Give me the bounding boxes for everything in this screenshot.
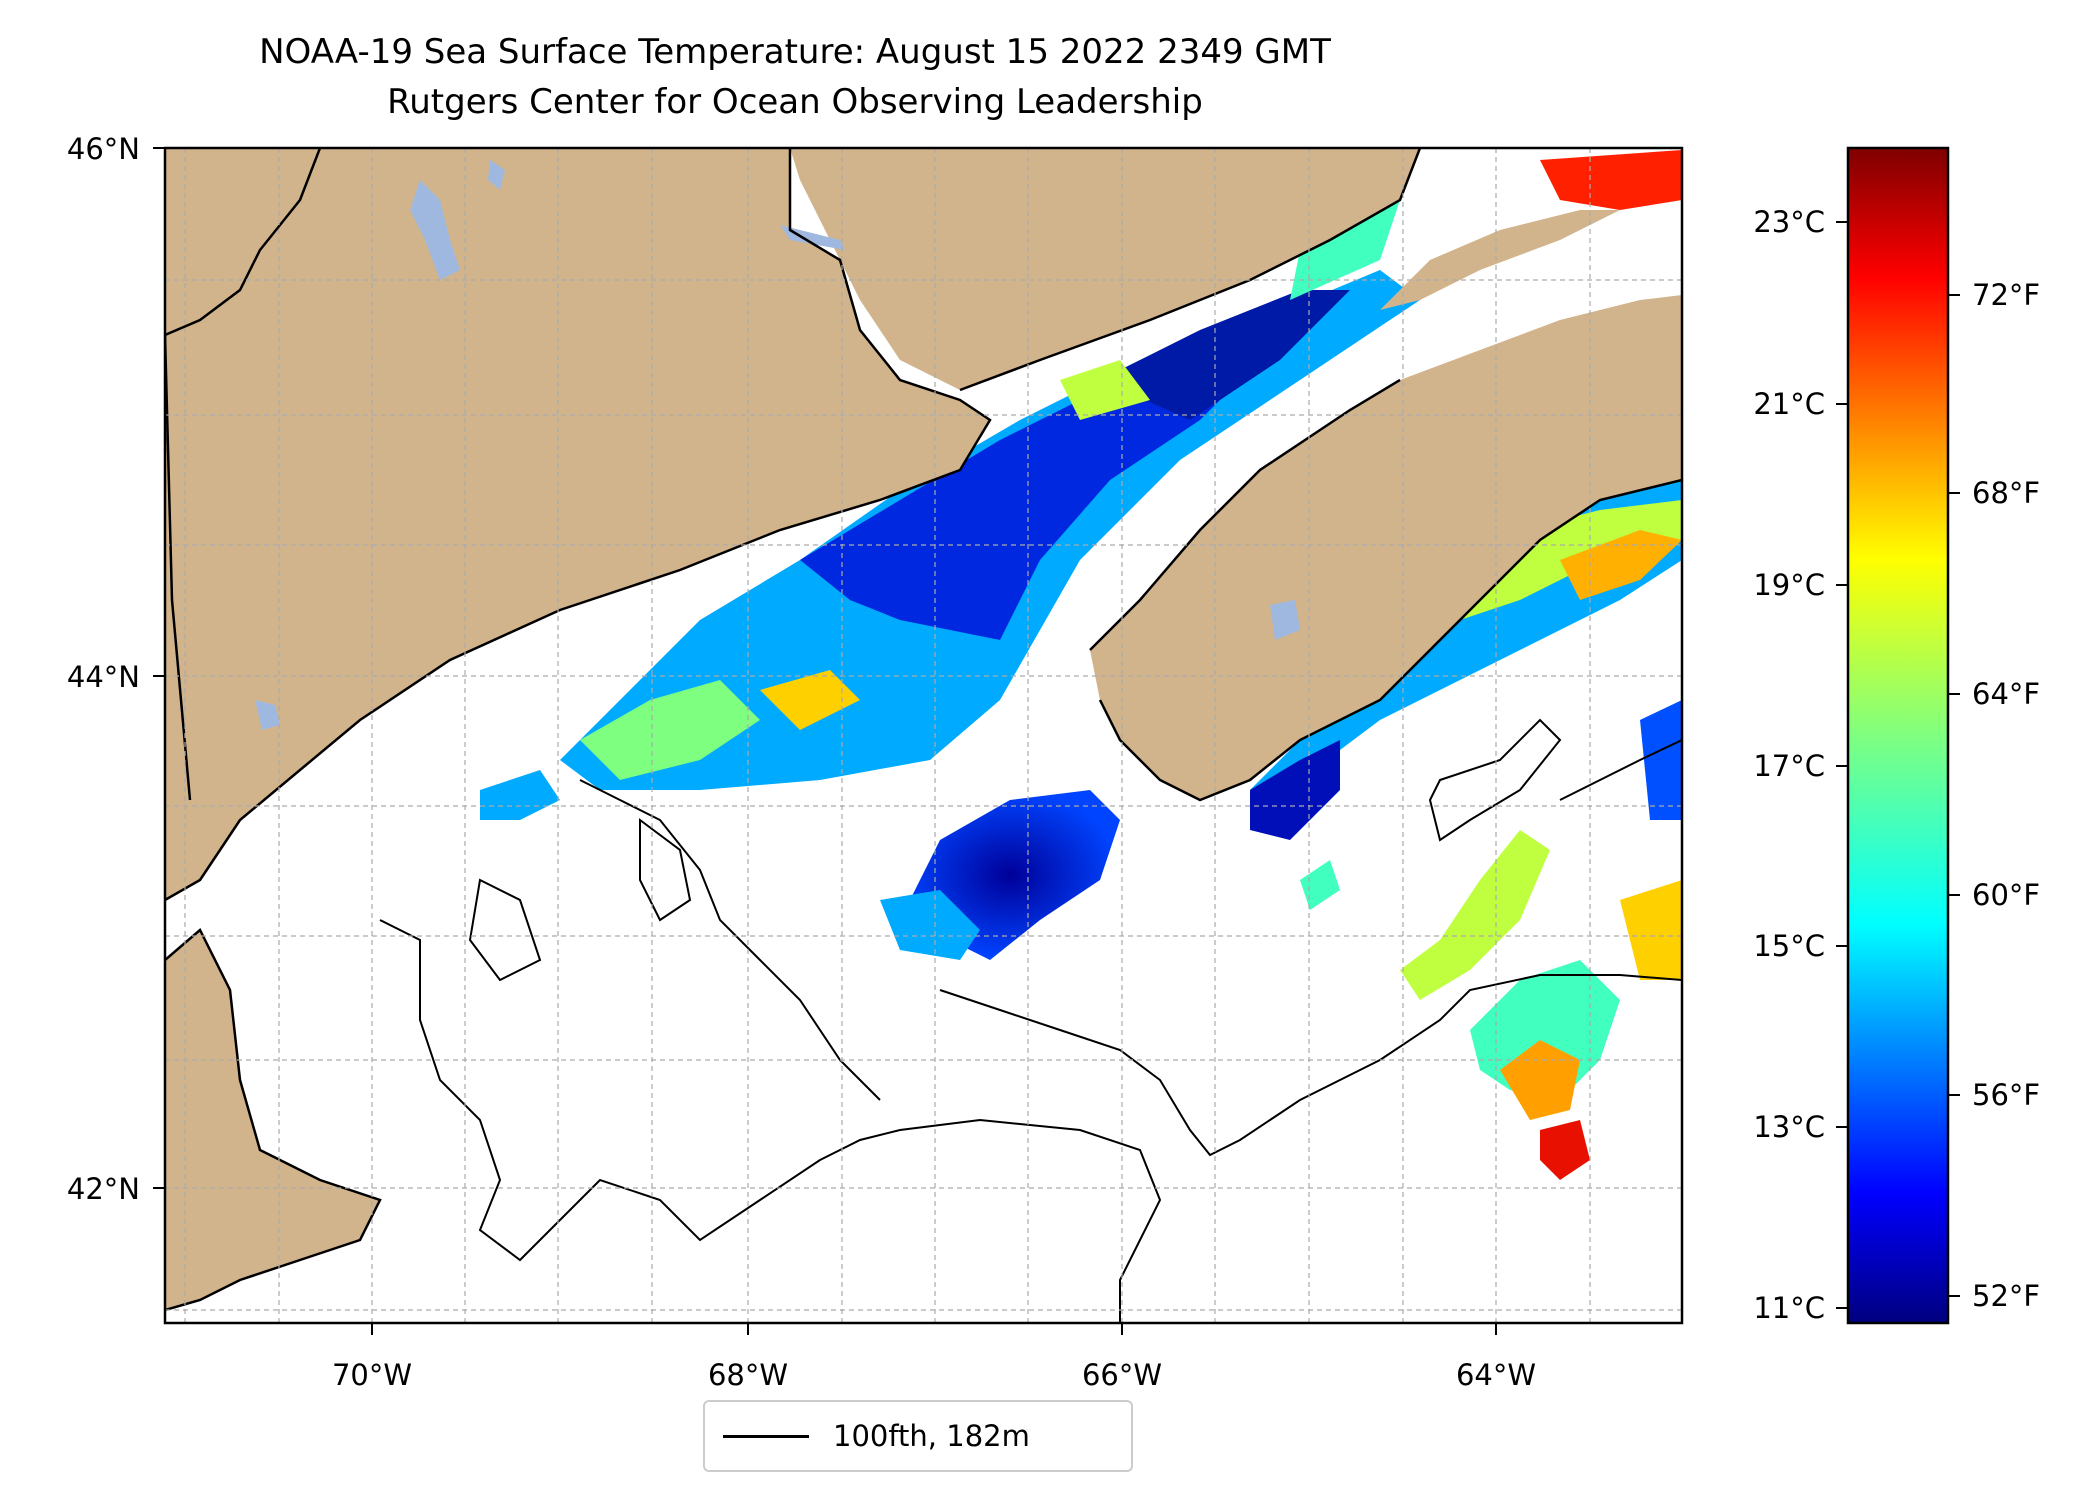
lon-tick-70w: 70°W bbox=[332, 1358, 412, 1392]
sst-georges-blue bbox=[880, 890, 980, 960]
lon-tick-64w: 64°W bbox=[1456, 1358, 1536, 1392]
sst-patch-small bbox=[1300, 860, 1340, 910]
cbar-tick-f-68: 68°F bbox=[1972, 476, 2040, 510]
cbar-tick-c-17: 17°C bbox=[1753, 749, 1825, 783]
isobath-northeast-channel bbox=[939, 974, 1682, 1157]
cbar-tick-c-13: 13°C bbox=[1753, 1110, 1825, 1144]
gridlines bbox=[165, 148, 1682, 1323]
cbar-tick-c-23: 23°C bbox=[1753, 205, 1825, 239]
cbar-tick-c-11: 11°C bbox=[1753, 1291, 1825, 1325]
land-massachusetts bbox=[165, 930, 380, 1310]
sst-offshore-1 bbox=[1400, 830, 1550, 1000]
legend-label: 100fth, 182m bbox=[833, 1419, 1030, 1453]
sst-fundy-head bbox=[1290, 200, 1400, 300]
isobath-jeffreys bbox=[468, 878, 542, 982]
sst-offshore-5 bbox=[1640, 700, 1682, 820]
map-axis-ticks bbox=[153, 147, 1497, 1335]
colorbar-ticks bbox=[1836, 221, 1960, 1309]
sst-offshore-4 bbox=[1620, 880, 1682, 980]
sst-scotian-cold bbox=[1250, 740, 1340, 840]
land-minas-shore bbox=[1380, 210, 1620, 310]
sst-band-yellow bbox=[1060, 360, 1150, 420]
cbar-tick-c-15: 15°C bbox=[1753, 929, 1825, 963]
lat-tick-44n: 44°N bbox=[67, 660, 140, 694]
map-title: NOAA-19 Sea Surface Temperature: August … bbox=[259, 32, 1331, 72]
lake-moosehead bbox=[410, 180, 460, 280]
isobath-ns-outer bbox=[1559, 739, 1682, 801]
cbar-tick-f-64: 64°F bbox=[1972, 677, 2040, 711]
sst-offshore-warm bbox=[1540, 1120, 1590, 1180]
cbar-tick-f-72: 72°F bbox=[1972, 278, 2040, 312]
land-nova-scotia bbox=[1090, 295, 1682, 800]
border-maine-nh bbox=[165, 148, 322, 337]
sst-northeast-warm bbox=[1540, 150, 1682, 210]
lake-rossignol bbox=[1270, 600, 1300, 640]
cbar-tick-c-21: 21°C bbox=[1753, 387, 1825, 421]
coastline-mass bbox=[165, 928, 382, 1312]
map-frame bbox=[163, 146, 1684, 1325]
lat-tick-46n: 46°N bbox=[67, 132, 140, 166]
sst-layer bbox=[480, 150, 1682, 1180]
isobath-layer bbox=[379, 718, 1682, 1323]
lake-grand bbox=[780, 225, 845, 250]
isobath-ns-bank bbox=[1428, 718, 1562, 842]
lake-winnipesaukee bbox=[255, 700, 280, 730]
lon-tick-66w: 66°W bbox=[1082, 1358, 1162, 1392]
land-new-brunswick bbox=[790, 148, 1420, 390]
cbar-tick-c-19: 19°C bbox=[1753, 568, 1825, 602]
isobath-basin bbox=[639, 818, 692, 922]
cbar-tick-f-56: 56°F bbox=[1972, 1078, 2040, 1112]
cbar-tick-f-52: 52°F bbox=[1972, 1279, 2040, 1313]
lat-tick-42n: 42°N bbox=[67, 1172, 140, 1206]
sst-fundy-cold bbox=[1100, 290, 1350, 420]
cbar-tick-f-60: 60°F bbox=[1972, 878, 2040, 912]
lon-tick-68w: 68°W bbox=[708, 1358, 788, 1392]
sst-coastal-warm2 bbox=[760, 670, 860, 730]
legend-isobath-swatch bbox=[723, 1434, 809, 1438]
map-legend: 100fth, 182m bbox=[703, 1400, 1133, 1472]
map-subtitle: Rutgers Center for Ocean Observing Leade… bbox=[387, 82, 1203, 122]
coastline-maine bbox=[165, 148, 992, 902]
sst-coastal-warm bbox=[580, 680, 760, 780]
lake-north bbox=[488, 160, 505, 190]
coastline-ns-fundy bbox=[1089, 378, 1401, 651]
coastline-ns-south bbox=[1098, 478, 1682, 802]
border-nh-vt bbox=[165, 334, 192, 801]
isobath-inner-gulf bbox=[579, 779, 881, 1101]
lake-layer bbox=[255, 160, 1300, 730]
land-northeast bbox=[1560, 148, 1682, 210]
colorbar: 23°C 21°C 19°C 17°C 15°C 13°C 11°C 72°F … bbox=[1753, 146, 2040, 1325]
sst-patch-west bbox=[480, 770, 560, 820]
colorbar-gradient bbox=[1846, 146, 1950, 1325]
isobath-georges-south bbox=[379, 919, 1162, 1323]
map-area bbox=[165, 148, 1682, 1323]
